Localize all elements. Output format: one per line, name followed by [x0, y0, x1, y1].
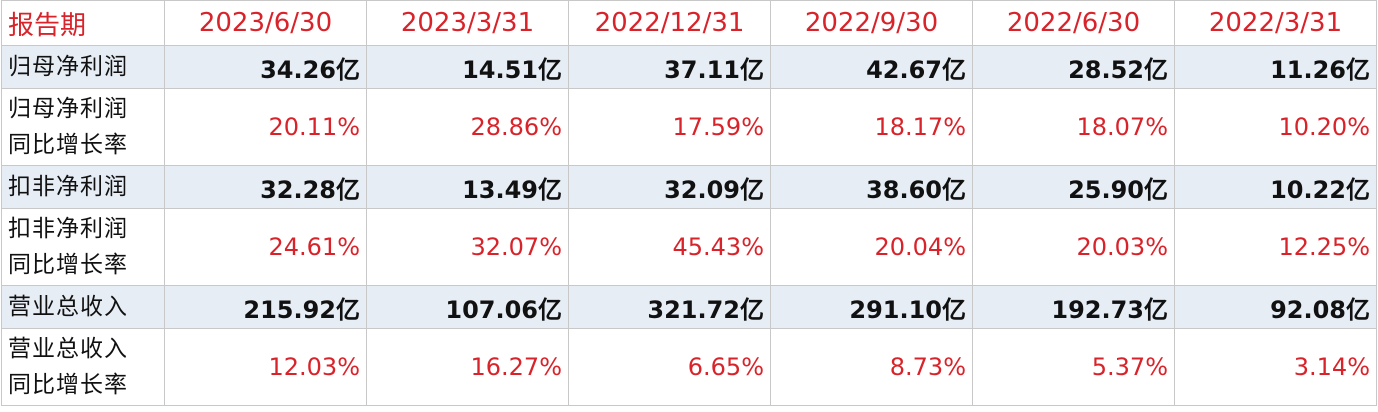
- row-label-line: 营业总收入: [8, 336, 128, 362]
- value-cell: 14.51亿: [366, 45, 569, 89]
- header-cell: 2022/6/30: [972, 0, 1175, 46]
- value-cell: 20.03%: [972, 208, 1175, 286]
- value-cell: 12.03%: [164, 328, 367, 406]
- value-cell: 107.06亿: [366, 285, 569, 329]
- row-label: 营业总收入同比增长率: [1, 328, 165, 406]
- value-cell: 28.86%: [366, 88, 569, 166]
- value-cell: 16.27%: [366, 328, 569, 406]
- value-cell: 42.67亿: [770, 45, 973, 89]
- value-cell: 321.72亿: [568, 285, 771, 329]
- value-cell: 20.11%: [164, 88, 367, 166]
- row-label: 归母净利润: [1, 45, 165, 89]
- row-label-line: 营业总收入: [8, 294, 128, 320]
- table-row: 营业总收入 215.92亿 107.06亿 321.72亿 291.10亿 192.73亿…: [1, 285, 1377, 329]
- value-cell: 291.10亿: [770, 285, 973, 329]
- value-cell: 37.11亿: [568, 45, 771, 89]
- value-cell: 8.73%: [770, 328, 973, 406]
- value-cell: 25.90亿: [972, 165, 1175, 209]
- header-cell: 2023/6/30: [164, 0, 367, 46]
- value-cell: 17.59%: [568, 88, 771, 166]
- value-cell: 215.92亿: [164, 285, 367, 329]
- value-cell: 12.25%: [1174, 208, 1377, 286]
- value-cell: 13.49亿: [366, 165, 569, 209]
- value-cell: 32.09亿: [568, 165, 771, 209]
- value-cell: 192.73亿: [972, 285, 1175, 329]
- value-cell: 92.08亿: [1174, 285, 1377, 329]
- value-cell: 11.26亿: [1174, 45, 1377, 89]
- value-cell: 32.28亿: [164, 165, 367, 209]
- value-cell: 18.17%: [770, 88, 973, 166]
- row-label-line: 扣非净利润: [8, 174, 128, 200]
- header-label: 报告期: [1, 0, 165, 46]
- value-cell: 45.43%: [568, 208, 771, 286]
- row-label-line: 归母净利润: [8, 96, 128, 122]
- table-row: 归母净利润 34.26亿 14.51亿 37.11亿 42.67亿 28.52亿 11.26…: [1, 45, 1377, 89]
- row-label: 营业总收入: [1, 285, 165, 329]
- header-cell: 2022/12/31: [568, 0, 771, 46]
- table-row: 归母净利润 同比增长率 20.11% 28.86% 17.59% 18.17% 18.07%…: [1, 88, 1377, 166]
- header-cell: 2022/9/30: [770, 0, 973, 46]
- value-cell: 10.20%: [1174, 88, 1377, 166]
- table-row: 扣非净利润 32.28亿 13.49亿 32.09亿 38.60亿 25.90亿 10.22…: [1, 165, 1377, 209]
- value-cell: 10.22亿: [1174, 165, 1377, 209]
- value-cell: 38.60亿: [770, 165, 973, 209]
- row-label: 归母净利润同比增长率: [1, 88, 165, 166]
- value-cell: 5.37%: [972, 328, 1175, 406]
- value-cell: 18.07%: [972, 88, 1175, 166]
- value-cell: 24.61%: [164, 208, 367, 286]
- table-row: 营业总收入 同比增长率 12.03% 16.27% 6.65% 8.73% 5.37% 3.1…: [1, 328, 1377, 406]
- value-cell: 3.14%: [1174, 328, 1377, 406]
- value-cell: 32.07%: [366, 208, 569, 286]
- table-row: 扣非净利润 同比增长率 24.61% 32.07% 45.43% 20.04% 20.03%…: [1, 208, 1377, 286]
- row-label-line: 同比增长率: [8, 372, 128, 398]
- header-row: 报告期 2023/6/30 2023/3/31 2022/12/31 2022/9/30…: [1, 0, 1377, 46]
- row-label-line: 归母净利润: [8, 54, 128, 80]
- value-cell: 20.04%: [770, 208, 973, 286]
- row-label-line: 同比增长率: [8, 252, 128, 278]
- header-cell: 2023/3/31: [366, 0, 569, 46]
- value-cell: 28.52亿: [972, 45, 1175, 89]
- row-label: 扣非净利润: [1, 165, 165, 209]
- value-cell: 34.26亿: [164, 45, 367, 89]
- header-cell: 2022/3/31: [1174, 0, 1377, 46]
- row-label-line: 同比增长率: [8, 132, 128, 158]
- row-label: 扣非净利润同比增长率: [1, 208, 165, 286]
- row-label-line: 扣非净利润: [8, 216, 128, 242]
- value-cell: 6.65%: [568, 328, 771, 406]
